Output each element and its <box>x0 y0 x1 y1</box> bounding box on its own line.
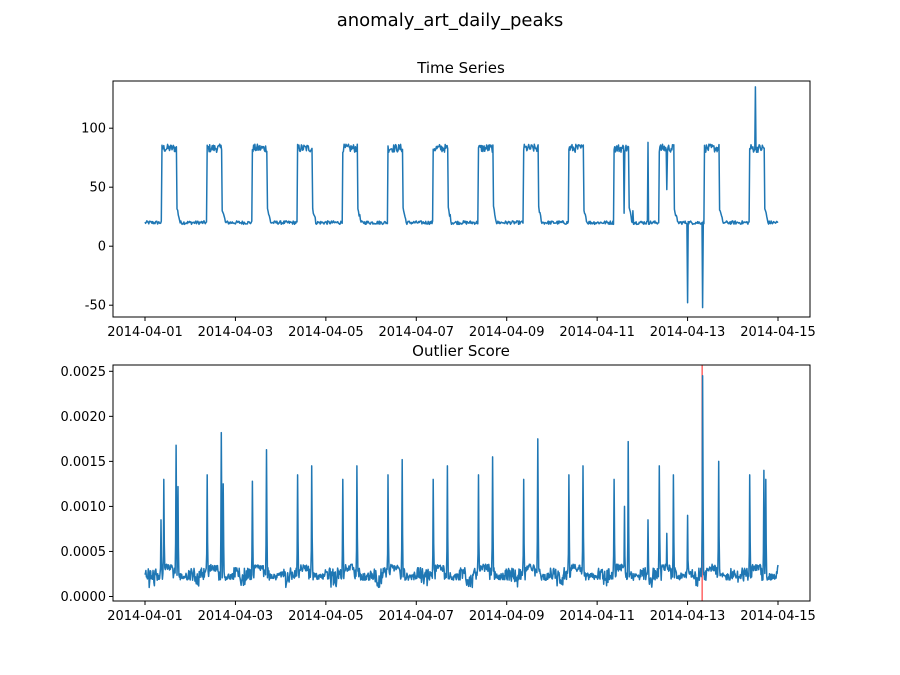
outlier-score-plot-frame <box>112 364 811 602</box>
x-tick-label: 2014-04-01 <box>107 325 183 340</box>
figure-title: anomaly_art_daily_peaks <box>336 10 564 31</box>
x-tick-label: 2014-04-01 <box>107 609 183 624</box>
x-tick-label: 2014-04-07 <box>379 325 455 340</box>
x-tick-label: 2014-04-13 <box>650 325 726 340</box>
y-tick-label: 50 <box>89 181 106 196</box>
x-tick-label: 2014-04-03 <box>198 609 274 624</box>
y-tick-label: 0.0020 <box>61 410 107 425</box>
x-tick-label: 2014-04-09 <box>469 609 545 624</box>
time-series-panel: Time Series 2014-04-01 2014-04-03 2014-04-… <box>81 59 816 340</box>
outlier-score-panel: Outlier Score 2014-04-01 2014-04-03 2014-0… <box>61 342 816 624</box>
y-tick-label: 0.0010 <box>61 500 107 515</box>
x-tick-label: 2014-04-15 <box>740 325 816 340</box>
time-series-plot-frame <box>112 80 811 318</box>
x-tick-label: 2014-04-07 <box>379 609 455 624</box>
x-tick-label: 2014-04-05 <box>288 325 364 340</box>
time-series-line <box>144 86 779 309</box>
y-tick-label: 0.0000 <box>61 590 107 605</box>
x-tick-label: 2014-04-13 <box>650 609 726 624</box>
x-tick-label: 2014-04-03 <box>198 325 274 340</box>
outlier-score-line <box>144 375 779 589</box>
time-series-title: Time Series <box>416 59 505 77</box>
x-tick-label: 2014-04-05 <box>288 609 364 624</box>
x-tick-label: 2014-04-15 <box>740 609 816 624</box>
y-tick-label: 100 <box>81 122 106 137</box>
y-tick-label: 0 <box>98 240 106 255</box>
x-tick-label: 2014-04-11 <box>559 609 635 624</box>
outlier-score-title: Outlier Score <box>412 342 510 360</box>
y-tick-label: -50 <box>85 299 106 314</box>
y-tick-label: 0.0005 <box>61 545 107 560</box>
x-tick-label: 2014-04-09 <box>469 325 545 340</box>
y-tick-label: 0.0015 <box>61 455 107 470</box>
y-tick-label: 0.0025 <box>61 365 107 380</box>
x-tick-label: 2014-04-11 <box>559 325 635 340</box>
